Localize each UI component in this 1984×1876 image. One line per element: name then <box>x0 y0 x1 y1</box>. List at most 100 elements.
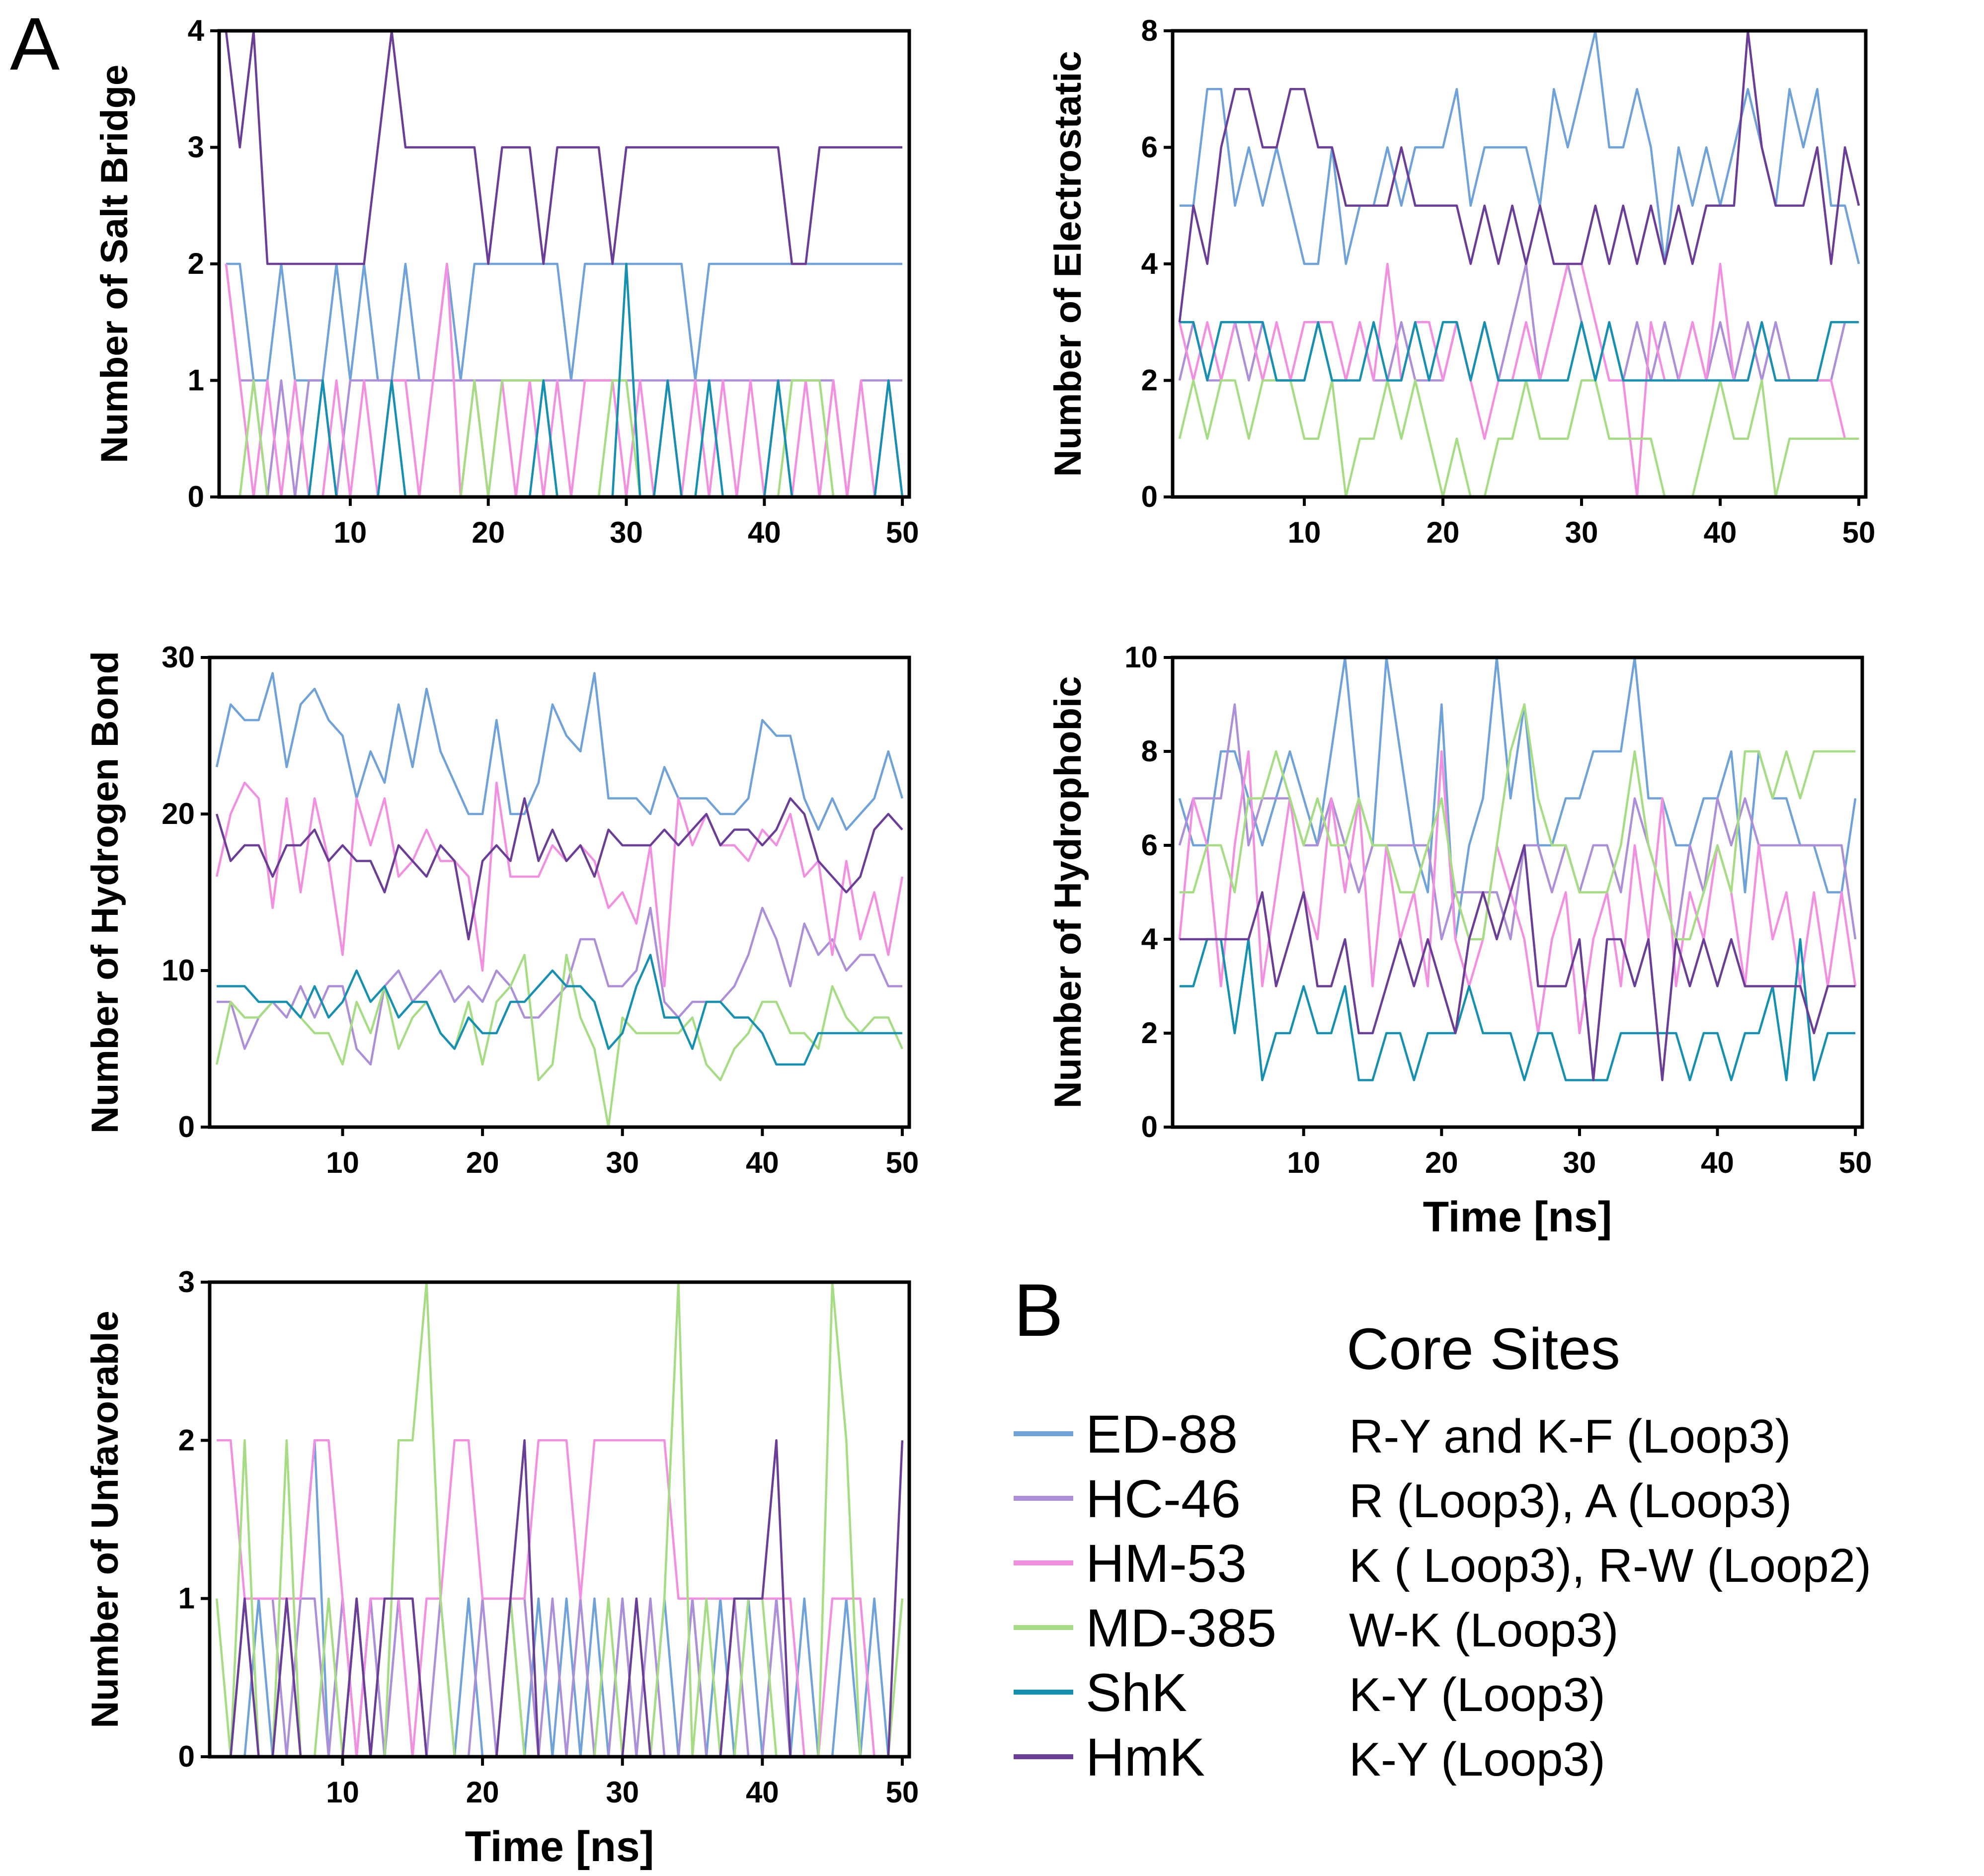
legend-core-site: W-K (Loop3) <box>1349 1604 1618 1657</box>
series-line-ed-88 <box>215 672 904 831</box>
plot-frame <box>208 655 911 1129</box>
series-line-hmk <box>215 797 903 941</box>
plot-frame <box>1171 655 1864 1129</box>
legend-core-site: R (Loop3), A (Loop3) <box>1349 1474 1792 1528</box>
x-tick-label: 30 <box>1563 1146 1596 1179</box>
series-line-ed-88 <box>226 262 903 382</box>
y-tick-label: 4 <box>188 14 205 47</box>
y-axis-label: Number of Salt Bridge <box>93 65 136 463</box>
legend-series-name: HC-46 <box>1086 1468 1241 1529</box>
x-tick-label: 50 <box>886 516 919 549</box>
series-line-hc-46 <box>1178 262 1859 382</box>
x-axis-label: Time [ns] <box>465 1823 654 1871</box>
legend-item-hc-46: HC-46 R (Loop3), A (Loop3) <box>1014 1468 1792 1529</box>
legend-series-name: HmK <box>1086 1727 1205 1787</box>
legend-series-name: MD-385 <box>1086 1598 1276 1658</box>
plot-frame <box>1171 29 1868 499</box>
legend-core-site: K ( Loop3), R-W (Loop2) <box>1349 1539 1871 1592</box>
y-tick-label: 10 <box>161 954 195 987</box>
plot-frame <box>208 1280 911 1759</box>
series-line-hc-46 <box>217 1597 902 1758</box>
x-tick-label: 50 <box>886 1776 919 1809</box>
series-line-ed-88 <box>1178 656 1857 941</box>
x-tick-label: 20 <box>1427 516 1460 549</box>
series-line-hmk <box>1179 844 1856 1081</box>
y-tick-label: 6 <box>1141 828 1158 862</box>
y-axis-label: Number of Hydrogen Bond <box>84 651 126 1134</box>
series-line-hmk <box>1178 29 1860 323</box>
legend-series-name: ED-88 <box>1086 1404 1238 1464</box>
x-tick-label: 50 <box>1842 516 1876 549</box>
legend-series-name: ShK <box>1086 1662 1187 1722</box>
x-tick-label: 20 <box>466 1776 499 1809</box>
x-axis-label: Time [ns] <box>1423 1193 1612 1241</box>
x-tick-label: 40 <box>1701 1146 1734 1179</box>
x-tick-label: 30 <box>1565 516 1598 549</box>
legend-item-hmk: HmK K-Y (Loop3) <box>1014 1727 1605 1787</box>
y-tick-label: 1 <box>178 1582 195 1615</box>
y-tick-label: 0 <box>1141 1110 1158 1143</box>
x-tick-label: 20 <box>1425 1146 1458 1179</box>
series-line-hm-53 <box>215 781 904 987</box>
series-line-md-385 <box>1179 703 1856 941</box>
x-tick-label: 30 <box>610 516 643 549</box>
y-tick-label: 3 <box>178 1265 195 1299</box>
x-tick-label: 10 <box>1288 516 1321 549</box>
x-tick-label: 30 <box>606 1146 639 1179</box>
x-tick-label: 10 <box>326 1776 359 1809</box>
series-line-shk <box>1179 321 1859 382</box>
legend-title: Core Sites <box>1347 1316 1620 1382</box>
legend-item-ed-88: ED-88 R-Y and K-F (Loop3) <box>1014 1404 1791 1464</box>
y-tick-label: 8 <box>1141 734 1158 768</box>
legend-item-hm-53: HM-53 K ( Loop3), R-W (Loop2) <box>1014 1533 1871 1593</box>
y-tick-label: 0 <box>178 1740 195 1773</box>
y-tick-label: 0 <box>1141 480 1158 513</box>
y-tick-label: 2 <box>1141 1016 1158 1050</box>
chart-hydro: 0 2 4 6 8 10 10 20 30 40 50 Number of Hydrophobic Ti… <box>1047 641 1872 1241</box>
x-tick-label: 50 <box>886 1146 919 1179</box>
legend-core-site: K-Y (Loop3) <box>1349 1733 1605 1786</box>
y-tick-label: 2 <box>178 1423 195 1457</box>
chart-hbond: 0 10 20 30 10 20 30 40 50 Number of Hydrogen Bond <box>84 641 919 1179</box>
y-tick-label: 2 <box>188 247 204 280</box>
x-tick-label: 30 <box>606 1776 639 1809</box>
series-line-hc-46 <box>225 263 903 498</box>
legend-items: ED-88 R-Y and K-F (Loop3) HC-46 R (Loop3), … <box>1014 1404 1871 1787</box>
x-tick-label: 50 <box>1839 1146 1872 1179</box>
legend-series-name: HM-53 <box>1086 1533 1247 1593</box>
chart-salt: 0 1 2 3 4 10 20 30 40 50 Number of Salt Bridge <box>93 14 919 549</box>
x-tick-label: 40 <box>748 516 781 549</box>
chart-electro: 0 2 4 6 8 10 20 30 40 50 Number of Electrostatic <box>1047 14 1875 549</box>
series-line-md-385 <box>1178 379 1859 498</box>
legend: Core Sites ED-88 R-Y and K-F (Loop3)HC-46… <box>1014 1316 1871 1787</box>
y-tick-label: 3 <box>188 131 204 164</box>
y-axis-label: Number of Hydrophobic <box>1047 676 1089 1109</box>
x-tick-label: 10 <box>1287 1146 1320 1179</box>
series-line-ed-88 <box>1179 29 1860 265</box>
legend-item-shk: ShK K-Y (Loop3) <box>1014 1662 1605 1722</box>
series-line-md-385 <box>215 954 903 1129</box>
y-tick-label: 4 <box>1141 247 1158 280</box>
legend-core-site: K-Y (Loop3) <box>1349 1668 1605 1721</box>
panel-label-a: A <box>10 2 60 85</box>
legend-core-site: R-Y and K-F (Loop3) <box>1349 1410 1791 1463</box>
y-tick-label: 0 <box>188 480 204 513</box>
y-tick-label: 6 <box>1141 131 1158 164</box>
y-tick-label: 10 <box>1124 641 1158 674</box>
x-tick-label: 20 <box>466 1146 499 1179</box>
x-tick-label: 10 <box>334 516 367 549</box>
panel-label-b: B <box>1014 1268 1063 1352</box>
series-line-hm-53 <box>217 1439 902 1758</box>
y-tick-label: 8 <box>1141 14 1158 47</box>
chart-unfav: 0 1 2 3 10 20 30 40 50 Number of Unfavorable Time … <box>84 1265 919 1871</box>
x-tick-label: 40 <box>1704 516 1737 549</box>
legend-item-md-385: MD-385 W-K (Loop3) <box>1014 1598 1618 1658</box>
series-line-hmk <box>225 29 903 265</box>
series-line-shk <box>217 954 902 1066</box>
x-tick-label: 20 <box>472 516 505 549</box>
x-tick-label: 40 <box>746 1776 779 1809</box>
y-axis-label: Number of Electrostatic <box>1047 51 1089 477</box>
x-tick-label: 10 <box>326 1146 359 1179</box>
